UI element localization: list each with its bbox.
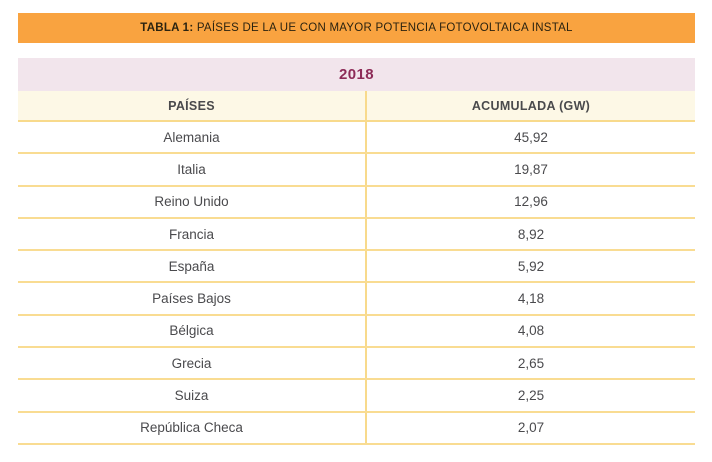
country-cell: Suiza — [174, 388, 209, 404]
table-caption-number: TABLA 1: — [140, 22, 194, 34]
table-row: Suiza 2,25 — [18, 380, 695, 413]
value-cell: 4,18 — [365, 283, 695, 314]
column-header-acumulada: ACUMULADA (GW) — [365, 91, 695, 120]
value-cell: 8,92 — [365, 218, 695, 250]
table-row: Países Bajos 4,18 — [18, 283, 695, 316]
table-row: Francia 8,92 — [18, 218, 695, 252]
table-caption-text: PAÍSES DE LA UE CON MAYOR POTENCIA FOTOV… — [193, 22, 573, 34]
value-cell: 12,96 — [365, 186, 695, 217]
column-header-row: PAÍSES ACUMULADA (GW) — [18, 91, 695, 122]
table-row: Italia 19,87 — [18, 154, 695, 187]
value-cell: 19,87 — [365, 154, 695, 185]
country-cell: Alemania — [163, 129, 220, 145]
table-row: República Checa 2,07 — [18, 412, 695, 445]
table-caption-bar: TABLA 1: PAÍSES DE LA UE CON MAYOR POTEN… — [18, 13, 695, 43]
table-row: Grecia 2,65 — [18, 348, 695, 381]
country-cell: Grecia — [171, 355, 212, 371]
value-cell: 2,25 — [365, 380, 695, 411]
table-row: Alemania 45,92 — [18, 122, 695, 155]
country-cell: Reino Unido — [154, 194, 229, 210]
country-cell: España — [168, 258, 215, 274]
table-row: Reino Unido 12,96 — [18, 186, 695, 219]
value-cell: 2,65 — [365, 348, 695, 379]
value-cell: 5,92 — [365, 251, 695, 282]
table-row: Bélgica 4,08 — [18, 315, 695, 349]
country-cell: Bélgica — [169, 323, 214, 339]
table-caption: TABLA 1: PAÍSES DE LA UE CON MAYOR POTEN… — [140, 22, 572, 34]
value-cell: 4,08 — [365, 315, 695, 347]
country-cell: Países Bajos — [152, 291, 231, 307]
country-cell: Francia — [168, 226, 214, 242]
table-body: Alemania 45,92 Italia 19,87 Reino Unido 12,96… — [18, 122, 695, 445]
value-cell: 2,07 — [365, 412, 695, 443]
table-row: España 5,92 — [18, 251, 695, 284]
column-header-paises: PAÍSES — [168, 98, 215, 113]
year-header-row: 2018 — [18, 58, 695, 91]
pv-power-table: 2018 PAÍSES ACUMULADA (GW) Alemania 45,92… — [18, 58, 695, 445]
country-cell: Italia — [177, 161, 206, 177]
year-label: 2018 — [339, 66, 374, 83]
country-cell: República Checa — [140, 420, 243, 436]
value-cell: 45,92 — [365, 122, 695, 153]
